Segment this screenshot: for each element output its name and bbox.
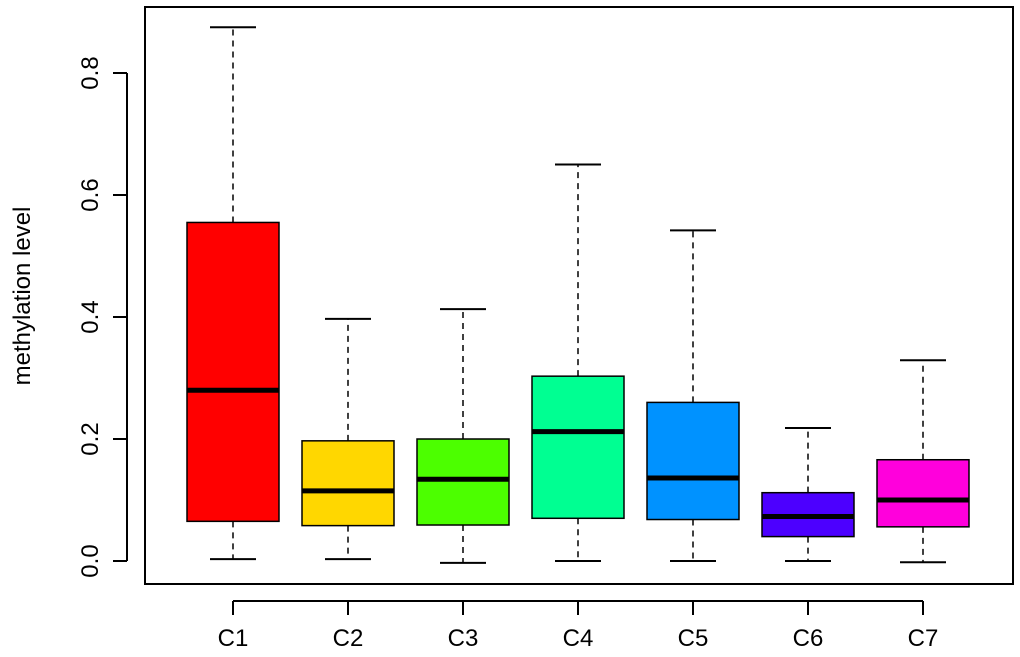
box-iqr [416,438,510,526]
box-iqr [186,221,280,523]
y-axis-title: methylation level [9,207,36,386]
x-tick-label: C5 [678,625,709,652]
box-c6 [761,427,855,562]
x-axis: C1 C2 C3 C4 C5 C6 C7 [218,600,939,652]
box-iqr [301,440,395,527]
x-tick-label: C1 [218,625,249,652]
x-tick-label: C4 [563,625,594,652]
y-tick-label: 0.8 [77,56,104,89]
box-series [186,26,970,564]
y-tick-label: 0.2 [77,422,104,455]
x-tick-label: C3 [448,625,479,652]
box-iqr [646,401,740,521]
x-tick-label: C6 [793,625,824,652]
plot-frame [144,6,1014,585]
box-c5 [646,229,740,562]
box-iqr [531,375,625,520]
y-axis: 0.0 0.2 0.4 0.6 0.8 [77,56,128,578]
x-tick-label: C7 [908,625,939,652]
y-tick-label: 0.6 [77,178,104,211]
box-c4 [531,163,625,562]
y-tick-label: 0.4 [77,300,104,333]
box-c3 [416,308,510,564]
x-tick-label: C2 [333,625,364,652]
box-iqr [876,458,970,528]
box-c1 [186,26,280,561]
box-c2 [301,317,395,561]
y-tick-label: 0.0 [77,544,104,577]
box-c7 [876,359,970,564]
